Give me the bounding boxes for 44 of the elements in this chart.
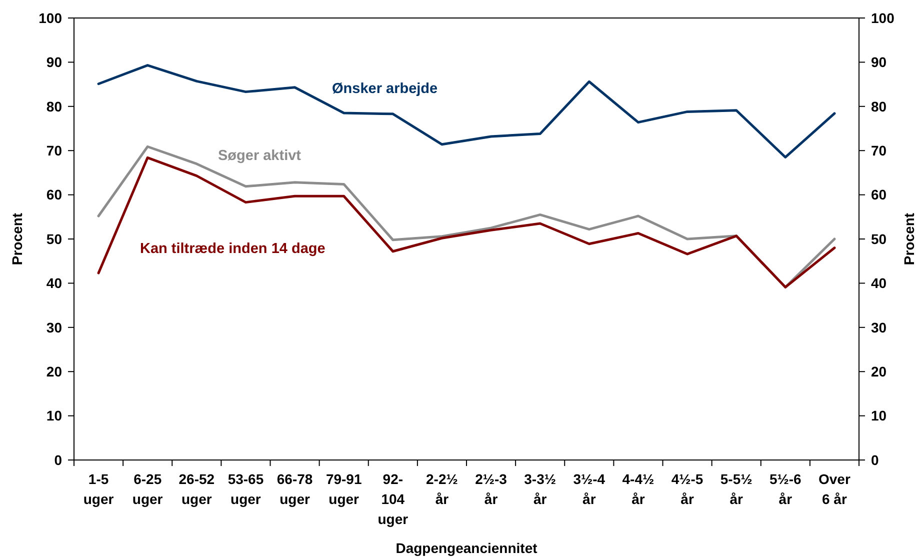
y2-tick-label: 0 xyxy=(871,452,879,468)
x-tick-label: 4-4½ år xyxy=(622,471,654,507)
x-tick-label: 66-78 uger xyxy=(276,471,313,507)
y2-tick-label: 100 xyxy=(871,10,895,26)
y-tick-label: 20 xyxy=(46,364,62,380)
y-tick-label: 10 xyxy=(46,408,62,424)
x-tick-label: 1-5 uger xyxy=(83,471,114,507)
x-tick-label: 5-5½ år xyxy=(720,471,753,507)
x-tick-label: 26-52 uger xyxy=(178,471,215,507)
x-tick-label: 2-2½ år xyxy=(426,471,458,507)
x-tick-label: 4½-5 år xyxy=(671,471,704,507)
y2-tick-label: 10 xyxy=(871,408,887,424)
y-tick-label: 30 xyxy=(46,319,62,336)
y-tick-label: 70 xyxy=(46,142,62,158)
y2-tick-label: 40 xyxy=(871,275,887,292)
x-tick-label: 2½-3 år xyxy=(475,471,508,507)
x-tick-label: 79-91 uger xyxy=(326,471,362,507)
y2-tick-label: 90 xyxy=(871,54,887,70)
x-tick-label: 6-25 uger xyxy=(132,471,164,507)
x-tick-label: 92- 104 uger xyxy=(378,471,409,527)
y2-axis-title: Procent xyxy=(901,212,917,266)
series-label: Kan tiltræde inden 14 dage xyxy=(140,241,326,257)
series-label: Ønsker arbejde xyxy=(332,81,438,97)
y-tick-label: 40 xyxy=(46,275,62,292)
x-tick-label: Over 6 år xyxy=(818,471,851,507)
y-tick-label: 60 xyxy=(46,186,62,203)
series-label: Søger aktivt xyxy=(218,148,302,164)
y2-tick-label: 70 xyxy=(871,142,887,158)
y-tick-label: 50 xyxy=(46,230,62,247)
y2-tick-label: 50 xyxy=(871,230,887,247)
x-axis-title: Dagpengeanciennitet xyxy=(396,540,538,556)
y-tick-label: 0 xyxy=(54,452,62,468)
x-tick-label: 53-65 uger xyxy=(228,471,264,507)
x-tick-label: 5½-6 år xyxy=(769,471,802,507)
y-axis-title: Procent xyxy=(9,212,25,266)
y2-tick-label: 30 xyxy=(871,319,887,336)
y2-tick-label: 80 xyxy=(871,98,887,114)
y-tick-label: 100 xyxy=(38,10,62,26)
y2-tick-label: 20 xyxy=(871,364,887,380)
y-tick-label: 90 xyxy=(46,54,62,70)
y-tick-label: 80 xyxy=(46,98,62,114)
x-tick-label: 3½-4 år xyxy=(573,471,606,507)
x-tick-label: 3-3½ år xyxy=(524,471,556,507)
y2-tick-label: 60 xyxy=(871,186,887,203)
